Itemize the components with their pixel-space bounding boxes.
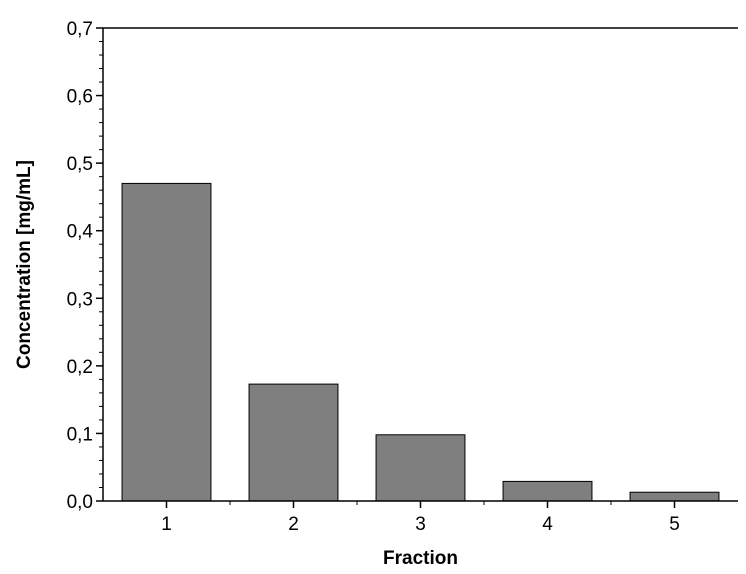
x-tick-label: 1 [161, 514, 172, 535]
y-tick-label: 0,1 [67, 424, 93, 445]
bar-3 [375, 434, 466, 502]
bars-layer [121, 182, 720, 502]
bar-1 [121, 182, 212, 502]
ticks-layer: 0,0 0,1 0,2 0,3 0,4 0,5 0,6 0,7 1 2 3 4 5 [67, 19, 680, 535]
x-tick-label: 4 [542, 514, 553, 535]
y-tick-label: 0,3 [67, 289, 93, 310]
bar-5 [629, 491, 720, 502]
y-tick-label: 0,2 [67, 357, 93, 378]
x-axis-title: Fraction [383, 548, 458, 569]
y-tick-label: 0,4 [67, 222, 94, 243]
y-tick-label: 0,0 [67, 492, 93, 513]
bar-2 [248, 383, 339, 502]
x-tick-label: 3 [415, 514, 426, 535]
x-tick-label: 5 [669, 514, 680, 535]
x-tick-label: 2 [288, 514, 299, 535]
y-axis-title: Concentration [mg/mL] [14, 160, 35, 369]
y-tick-label: 0,6 [67, 87, 93, 108]
y-tick-label: 0,5 [67, 154, 93, 175]
bar-4 [502, 480, 593, 502]
y-tick-label: 0,7 [67, 19, 93, 40]
